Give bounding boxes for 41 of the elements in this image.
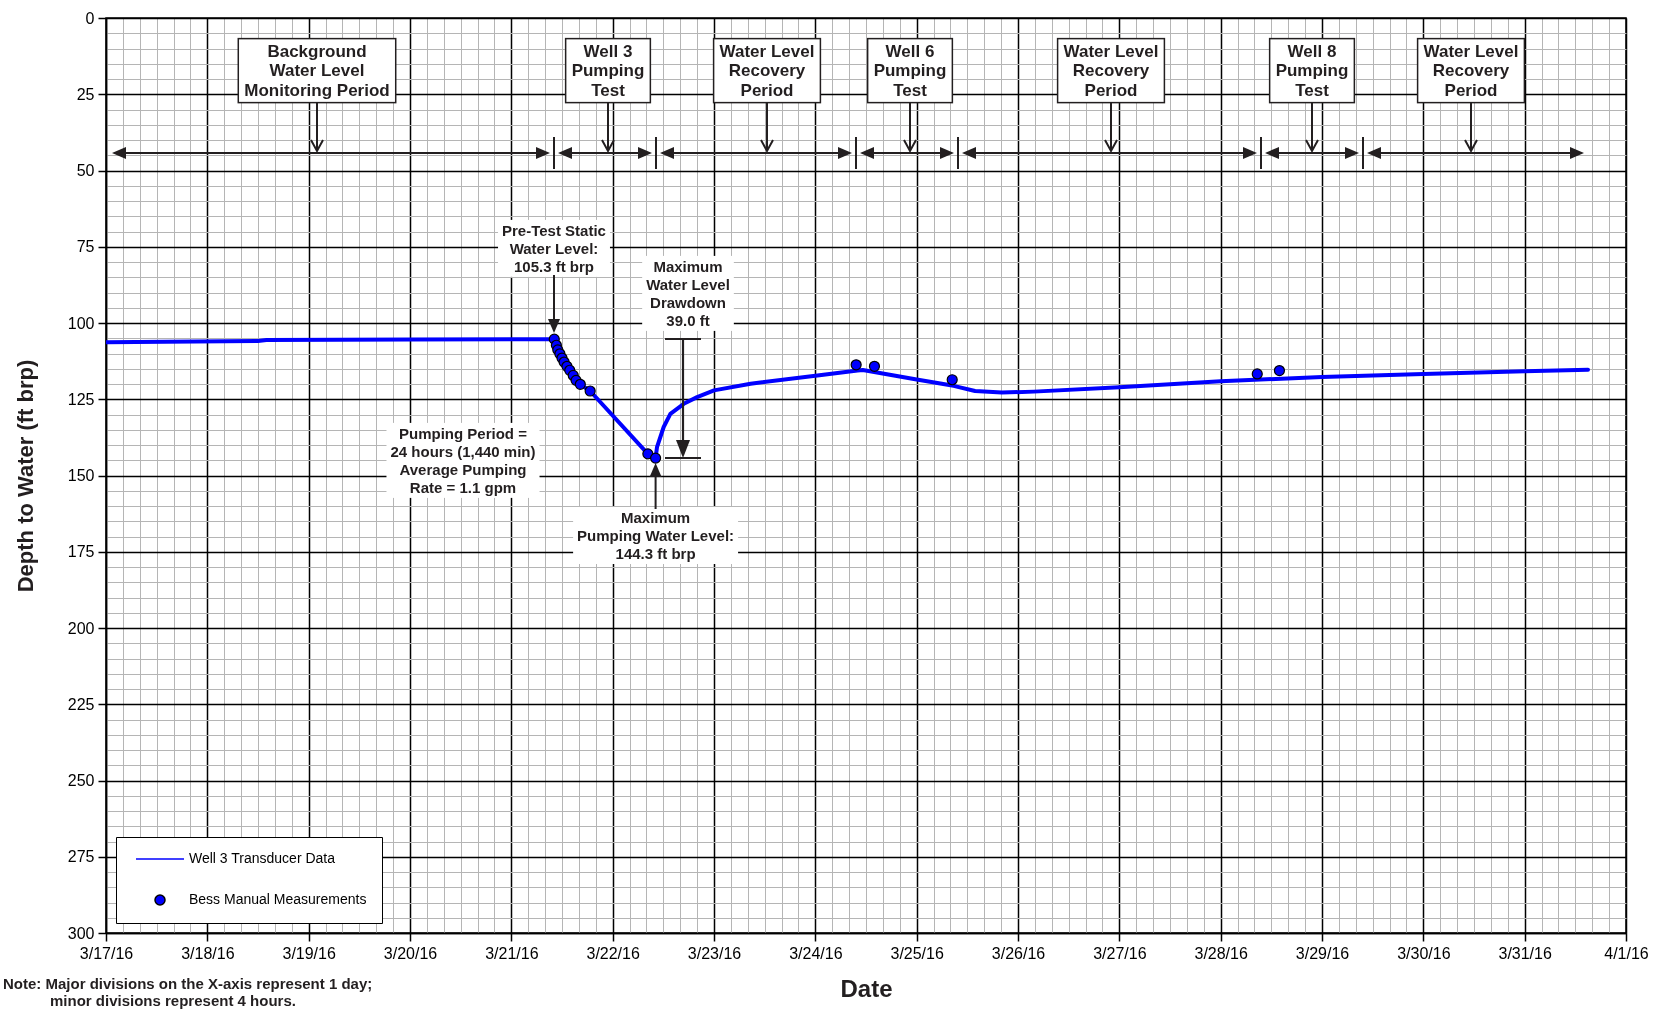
y-tick-label: 300 xyxy=(67,924,95,942)
x-tick-label: 3/28/16 xyxy=(1194,944,1248,962)
x-axis-title: Date xyxy=(840,974,893,1002)
y-tick-label: 0 xyxy=(85,9,95,27)
annotation: Well 6 Pumping Test xyxy=(873,41,947,100)
legend-label: Well 3 Transducer Data xyxy=(189,850,336,866)
x-tick-label: 3/20/16 xyxy=(383,944,438,962)
x-tick-label: 3/21/16 xyxy=(485,944,539,962)
annotation: Water Level Recovery Period xyxy=(719,41,815,100)
y-tick-label: 250 xyxy=(67,772,95,789)
y-tick-label: 150 xyxy=(67,467,95,484)
y-tick-label: 225 xyxy=(67,695,95,713)
x-tick-label: 3/30/16 xyxy=(1397,944,1451,962)
annotation: Water Level Recovery Period xyxy=(1063,41,1159,100)
y-tick-label: 125 xyxy=(67,390,95,408)
x-tick-label: 3/27/16 xyxy=(1093,944,1147,962)
x-tick-label: 3/23/16 xyxy=(687,944,742,962)
x-tick-label: 3/26/16 xyxy=(991,944,1046,962)
y-tick-label: 75 xyxy=(76,238,95,256)
text: Note: Major divisions on the X-axis represent 1 day; minor divisions represent 4 hours. xyxy=(3,974,373,1009)
y-tick-label: 50 xyxy=(76,162,95,179)
y-tick-label: 175 xyxy=(67,543,95,561)
x-tick-label: 3/17/16 xyxy=(79,944,134,962)
y-tick-label: 25 xyxy=(76,85,95,103)
x-tick-label: 4/1/16 xyxy=(1604,944,1649,962)
y-tick-label: 100 xyxy=(67,314,95,332)
x-tick-label: 3/31/16 xyxy=(1498,944,1552,962)
annotation: Well 3 Pumping Test xyxy=(571,41,645,100)
annotation: Background Water Level Monitoring Period xyxy=(244,41,390,100)
y-axis-title: Depth to Water (ft brp) xyxy=(12,359,38,593)
x-tick-label: 3/29/16 xyxy=(1295,944,1350,962)
x-tick-label: 3/25/16 xyxy=(890,944,944,962)
y-tick-label: 200 xyxy=(67,619,95,637)
x-tick-label: 3/18/16 xyxy=(181,944,235,962)
legend-label: Bess Manual Measurements xyxy=(189,891,367,907)
x-tick-label: 3/22/16 xyxy=(586,944,640,962)
annotation: Well 8 Pumping Test xyxy=(1275,41,1349,100)
annotation: Water Level Recovery Period xyxy=(1423,41,1519,100)
x-tick-label: 3/19/16 xyxy=(282,944,336,962)
y-tick-label: 275 xyxy=(67,848,95,866)
x-tick-label: 3/24/16 xyxy=(789,944,843,962)
